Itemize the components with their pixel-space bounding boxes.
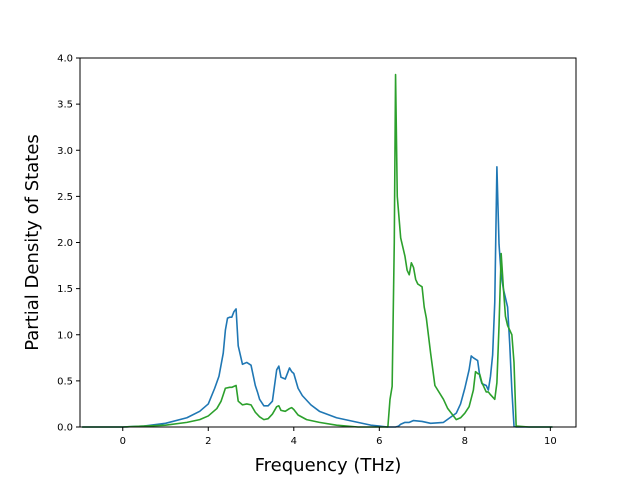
y-tick-label: 0.0 (57, 423, 73, 434)
x-tick-label: 0 (120, 436, 126, 447)
y-axis-label: Partial Density of States (22, 134, 43, 351)
y-tick-label: 2.0 (57, 238, 73, 249)
series-line-2 (82, 73, 553, 428)
x-tick-label: 6 (376, 436, 382, 447)
x-tick-label: 10 (544, 436, 557, 447)
series-line-1 (82, 166, 553, 428)
x-axis-ticks: 0 2 4 6 8 10 (120, 427, 557, 447)
y-tick-label: 0.5 (57, 376, 73, 387)
x-tick-label: 8 (462, 436, 468, 447)
plot-lines (82, 73, 553, 428)
x-tick-label: 2 (205, 436, 211, 447)
y-tick-label: 3.0 (57, 146, 73, 157)
y-tick-label: 1.5 (57, 284, 73, 295)
y-tick-label: 1.0 (57, 330, 73, 341)
x-axis-label: Frequency (THz) (255, 455, 402, 476)
y-tick-label: 3.5 (57, 100, 73, 111)
x-tick-label: 4 (291, 436, 297, 447)
y-axis-ticks: 0.0 0.5 1.0 1.5 2.0 2.5 3.0 3.5 4.0 (57, 54, 80, 434)
y-tick-label: 2.5 (57, 192, 73, 203)
y-tick-label: 4.0 (57, 54, 73, 65)
